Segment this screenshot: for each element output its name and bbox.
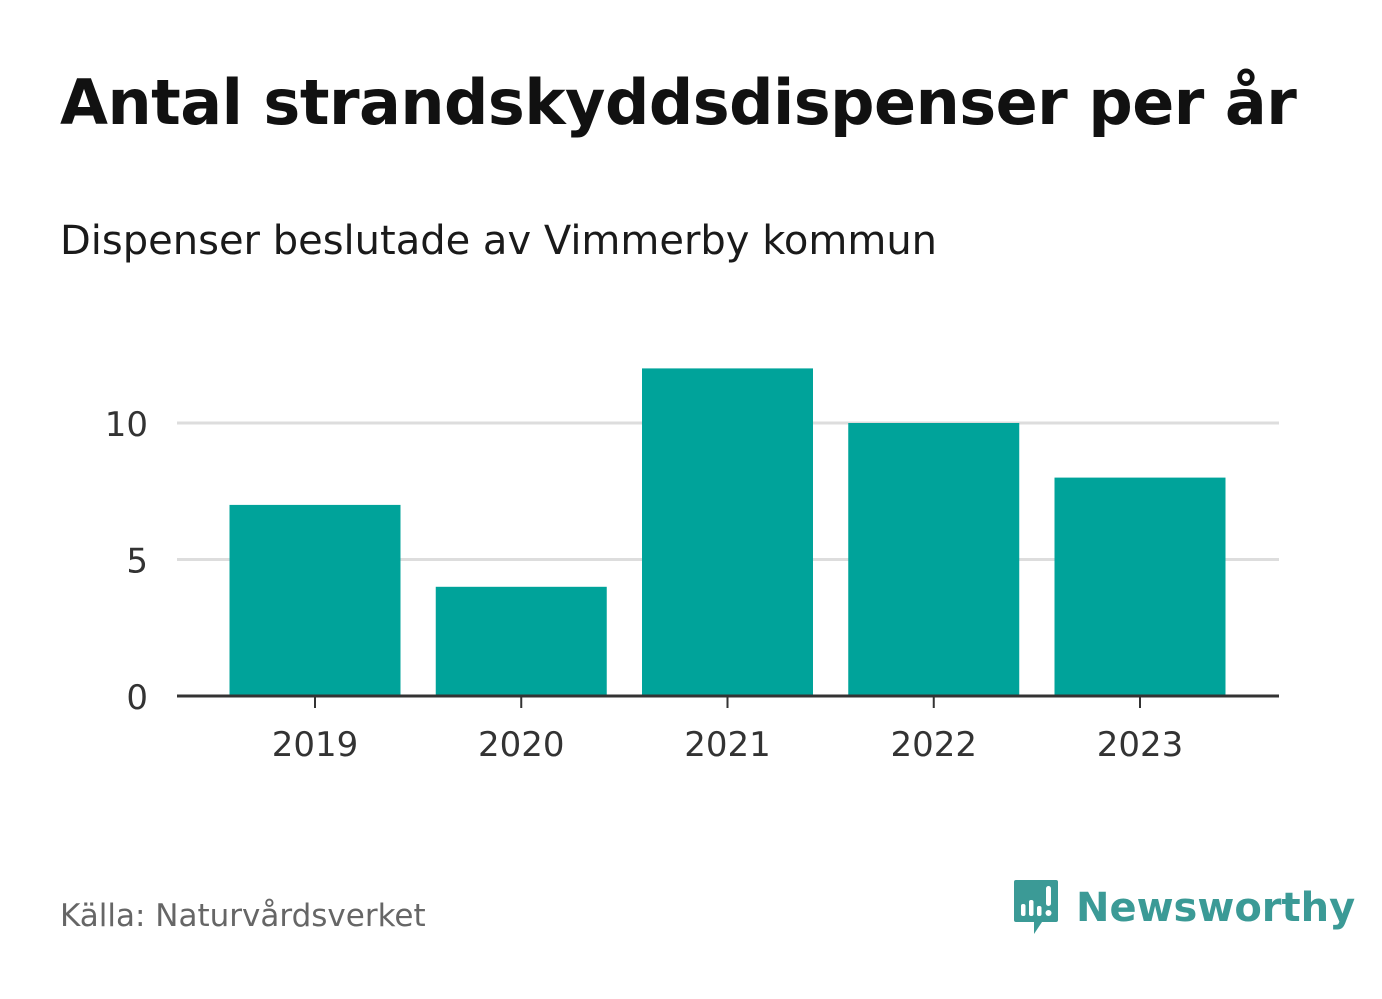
y-tick-label: 0 <box>126 678 148 718</box>
bar-2023 <box>1054 477 1226 696</box>
brand-name: Newsworthy <box>1076 885 1356 931</box>
y-tick-label: 5 <box>126 542 148 582</box>
bar-2019 <box>229 504 401 696</box>
bar-2021 <box>642 368 813 696</box>
source-note: Källa: Naturvårdsverket <box>60 898 426 934</box>
chart-title: Antal strandskyddsdispenser per år <box>60 66 1297 139</box>
bar-2022 <box>848 423 1020 696</box>
newsworthy-brand: Newsworthy <box>1012 878 1355 938</box>
newsworthy-logo-icon <box>1014 880 1058 934</box>
x-tick-label: 2023 <box>1097 725 1184 765</box>
chart-subtitle: Dispenser beslutade av Vimmerby kommun <box>60 218 938 264</box>
y-tick-label: 10 <box>105 405 148 445</box>
x-tick-label: 2021 <box>684 725 771 765</box>
bar-2020 <box>435 586 607 696</box>
x-tick-label: 2022 <box>890 725 977 765</box>
x-tick-label: 2020 <box>478 725 565 765</box>
x-tick-label: 2019 <box>272 725 359 765</box>
